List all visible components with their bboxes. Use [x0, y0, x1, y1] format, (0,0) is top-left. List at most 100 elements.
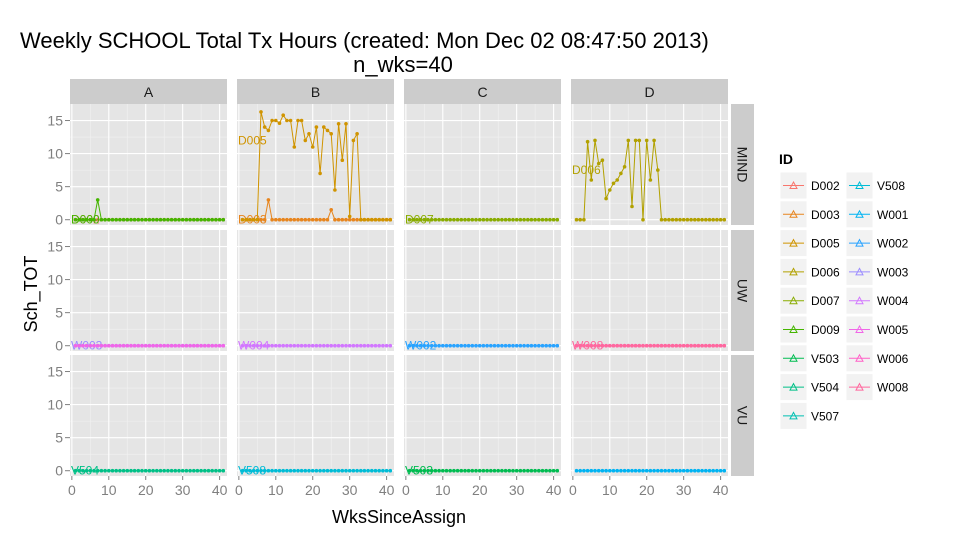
data-point: [537, 343, 541, 348]
data-point: [214, 343, 218, 348]
data-point: [718, 468, 723, 473]
data-point: [285, 468, 289, 473]
data-point: [158, 468, 163, 473]
data-point: [292, 217, 297, 222]
series-label-W008: W008: [572, 339, 604, 353]
data-point: [707, 217, 712, 222]
data-point: [485, 217, 489, 222]
data-point: [147, 343, 152, 348]
data-point: [526, 217, 530, 222]
data-point: [333, 468, 337, 473]
data-point: [169, 217, 174, 222]
data-point: [507, 217, 512, 222]
data-point: [685, 468, 690, 473]
data-point: [366, 468, 370, 473]
legend-entry-W004: W004: [877, 294, 909, 308]
data-point: [437, 217, 441, 222]
data-point: [325, 468, 330, 473]
data-point: [274, 468, 278, 473]
data-point: [377, 468, 382, 473]
data-point: [73, 217, 78, 222]
data-point: [522, 468, 526, 473]
data-point: [92, 343, 96, 348]
legend-key-marker: [855, 180, 864, 189]
data-point: [696, 343, 701, 348]
data-point: [281, 113, 286, 117]
legend-key-marker: [789, 267, 798, 276]
data-point: [500, 468, 504, 473]
data-point: [310, 343, 315, 348]
data-point: [266, 128, 271, 133]
data-point: [377, 217, 382, 222]
data-point: [578, 343, 582, 348]
chart-subtitle: n_wks=40: [353, 52, 453, 77]
data-point: [722, 217, 727, 222]
data-point: [622, 165, 627, 169]
data-point: [107, 343, 111, 348]
data-point: [77, 217, 81, 222]
data-point: [303, 138, 308, 143]
data-point: [500, 343, 504, 348]
data-point: [217, 468, 222, 473]
data-point: [555, 343, 560, 348]
legend-entry-D007: D007: [811, 294, 840, 308]
data-point: [240, 217, 245, 222]
data-point: [477, 468, 482, 473]
data-point: [132, 217, 137, 222]
data-point: [696, 468, 701, 473]
data-point: [384, 343, 389, 348]
data-point: [355, 468, 359, 473]
data-point: [422, 468, 427, 473]
data-point: [470, 217, 475, 222]
data-point: [277, 343, 282, 348]
data-point: [611, 343, 616, 348]
data-point: [255, 343, 260, 348]
data-point: [318, 468, 322, 473]
data-point: [103, 343, 107, 348]
data-point: [715, 343, 719, 348]
data-point: [678, 343, 682, 348]
data-point: [359, 217, 363, 222]
data-point: [140, 343, 144, 348]
data-point: [722, 468, 727, 473]
data-point: [574, 468, 579, 473]
data-point: [217, 343, 222, 348]
data-point: [444, 468, 449, 473]
legend-entry-W002: W002: [877, 237, 909, 251]
data-point: [426, 343, 430, 348]
data-point: [129, 343, 133, 348]
legend-key-marker: [789, 382, 798, 391]
data-point: [426, 468, 430, 473]
x-tick-label: 40: [212, 482, 228, 498]
data-point: [689, 343, 693, 348]
data-point: [299, 217, 304, 222]
data-point: [537, 217, 541, 222]
data-point: [681, 468, 686, 473]
data-point: [155, 217, 159, 222]
data-point: [667, 343, 671, 348]
data-point: [604, 196, 608, 201]
data-point: [608, 343, 612, 348]
data-point: [693, 343, 697, 348]
data-point: [210, 343, 214, 348]
data-point: [114, 468, 118, 473]
data-point: [388, 468, 393, 473]
data-point: [151, 343, 155, 348]
data-point: [582, 343, 586, 348]
data-point: [518, 343, 523, 348]
data-point: [288, 343, 293, 348]
x-tick-label: 10: [602, 482, 618, 498]
legend: ID D002 D003 D005 D006 D007 D009 V503 V504 V507 V…: [779, 151, 909, 430]
data-point: [648, 343, 653, 348]
data-point: [314, 468, 319, 473]
strip-MIND: [731, 104, 754, 225]
data-point: [140, 217, 144, 222]
data-point: [336, 217, 341, 222]
data-point: [299, 118, 304, 123]
data-point: [118, 343, 122, 348]
legend-key-marker: [789, 411, 798, 420]
data-point: [633, 343, 638, 348]
data-point: [429, 217, 434, 222]
data-point: [244, 343, 248, 348]
